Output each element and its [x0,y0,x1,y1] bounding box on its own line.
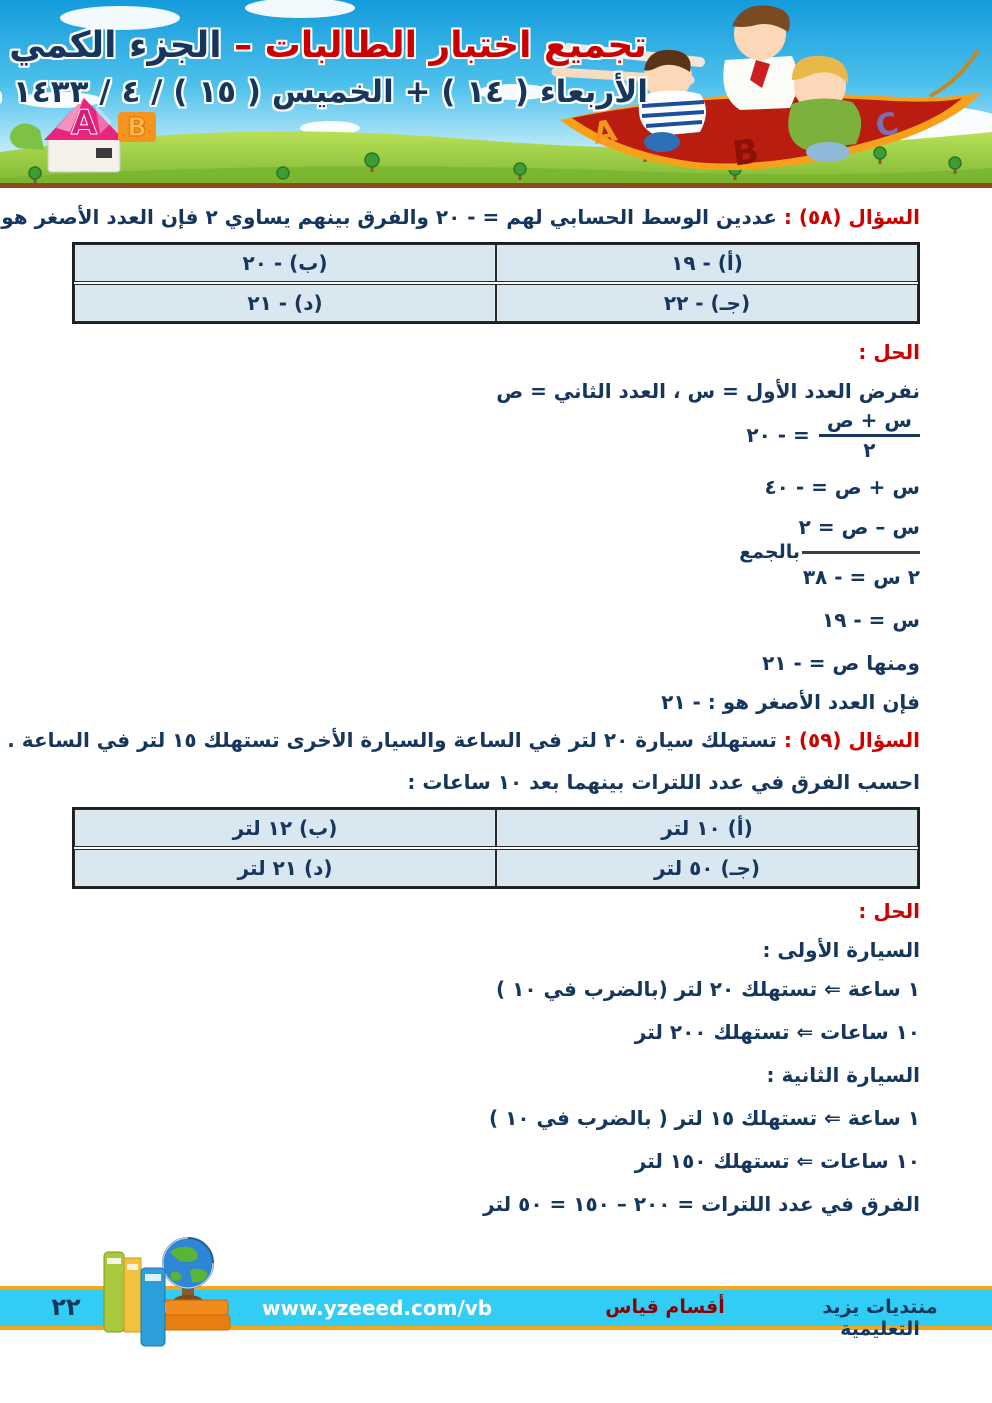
solution-58-eq-diff: س – ص = ٢ [798,515,920,539]
solution-59-car2-rate: ١ ساعة ⇐ تستهلك ١٥ لتر ( بالضرب في ١٠ ) [489,1106,920,1130]
option-c-58: (جـ) - ٢٢ [496,284,918,322]
addition-rule-line [802,550,920,554]
option-b-59: (ب) ١٢ لتر [74,809,496,847]
solution-59-diff: الفرق في عدد اللترات = ٢٠٠ – ١٥٠ = ٥٠ لت… [483,1192,920,1216]
boy-striped-icon [638,49,706,152]
fraction-rhs: = - ٢٠ [746,422,810,447]
house-letter-a: A [71,103,98,143]
solution-58-eq-added: ٢ س = - ٣٨ [802,565,920,589]
house-letter-b: B [127,113,147,143]
banner-title-red: تجميع اختبار الطالبات – [234,25,647,66]
flying-carpet-icon: A B C [551,5,982,175]
option-b-58: (ب) - ٢٠ [74,244,496,282]
footer-url: www.yzeeed.com/vb [262,1296,493,1320]
addition-rule: بالجمع [72,541,920,563]
solution-59-car2-title: السيارة الثانية : [766,1063,920,1087]
kid-green-icon [788,55,862,162]
question-59-text2: احسب الفرق في عدد اللترات بينهما بعد ١٠ … [407,770,920,794]
solution-58-eq-sum: س + ص = - ٤٠ [764,475,920,499]
header-illustration: A B A B C [0,0,992,188]
answer-table-59: (أ) ١٠ لتر (ب) ١٢ لتر (جـ) ٥٠ لتر (د) ٢١… [72,807,920,889]
page-number: ٢٢ [51,1293,81,1321]
solution-58-eq-x: س = - ١٩ [822,608,920,632]
upright-books-icon [103,1251,166,1347]
grass-shade [0,166,992,188]
solution-58-label: الحل : [858,340,920,364]
banner-bottom-line [0,183,992,188]
fraction-denominator: ٢ [863,438,876,462]
solution-59-car1-title: السيارة الأولى : [762,938,920,962]
question-59-text: تستهلك سيارة ٢٠ لتر في الساعة والسيارة ا… [7,728,777,752]
option-d-58: (د) - ٢١ [74,284,496,322]
solution-58-fraction: س + ص ٢ = - ٢٠ [72,409,920,460]
banner-text: تجميع اختبار الطالبات – الجزء الكمي الأر… [0,22,648,116]
footer-qiyas-label: أقسام قياس [605,1296,725,1318]
boy-back-icon [723,5,798,110]
solution-59-car1-rate: ١ ساعة ⇐ تستهلك ٢٠ لتر (بالضرب في ١٠ ) [496,977,920,1001]
option-c-59: (جـ) ٥٠ لتر [496,849,918,887]
fraction-numerator: س + ص [818,409,920,437]
banner-title: تجميع اختبار الطالبات – الجزء الكمي [8,22,648,69]
banner-title-blue: الجزء الكمي [9,25,222,66]
globe-icon [162,1237,214,1305]
carpet-letter-b: B [730,131,761,174]
solution-58-addition-block: س – ص = ٢ بالجمع ٢ س = - ٣٨ [72,515,920,589]
banner-date: الأربعاء ( ١٤ ) + الخميس ( ١٥ ) / ٤ / ١٤… [0,74,648,110]
solution-59-label: الحل : [858,899,920,923]
option-a-59: (أ) ١٠ لتر [496,809,918,847]
books-globe-icon [96,1236,238,1352]
option-a-58: (أ) - ١٩ [496,244,918,282]
question-58: السؤال (٥٨) : عددين الوسط الحسابي لهم = … [0,205,920,229]
fraction: س + ص ٢ [818,409,920,462]
header-banner: A B A B C [0,0,992,188]
question-58-text: عددين الوسط الحسابي لهم = - ٢٠ والفرق بي… [0,205,777,229]
solution-59-car2-total: ١٠ ساعات ⇐ تستهلك ١٥٠ لتر [634,1149,920,1173]
solution-58-assume: نفرض العدد الأول = س ، العدد الثاني = ص [496,379,920,403]
solution-59-car1-total: ١٠ ساعات ⇐ تستهلك ٢٠٠ لتر [634,1020,920,1044]
option-d-59: (د) ٢١ لتر [74,849,496,887]
question-58-label: السؤال (٥٨) : [783,205,920,229]
solution-58-eq-y: ومنها ص = - ٢١ [762,651,920,675]
question-59-label: السؤال (٥٩) : [783,728,920,752]
abc-house-icon: A B [9,98,156,173]
footer-forum-label: منتديات يزيد التعليمية [822,1296,938,1340]
answer-table-58: (أ) - ١٩ (ب) - ٢٠ (جـ) - ٢٢ (د) - ٢١ [72,242,920,324]
question-59: السؤال (٥٩) : تستهلك سيارة ٢٠ لتر في الس… [7,728,920,752]
content-area: السؤال (٥٨) : عددين الوسط الحسابي لهم = … [0,188,992,1216]
by-addition-label: بالجمع [739,541,800,563]
solution-58-conclusion: فإن العدد الأصغر هو : - ٢١ [661,690,920,714]
